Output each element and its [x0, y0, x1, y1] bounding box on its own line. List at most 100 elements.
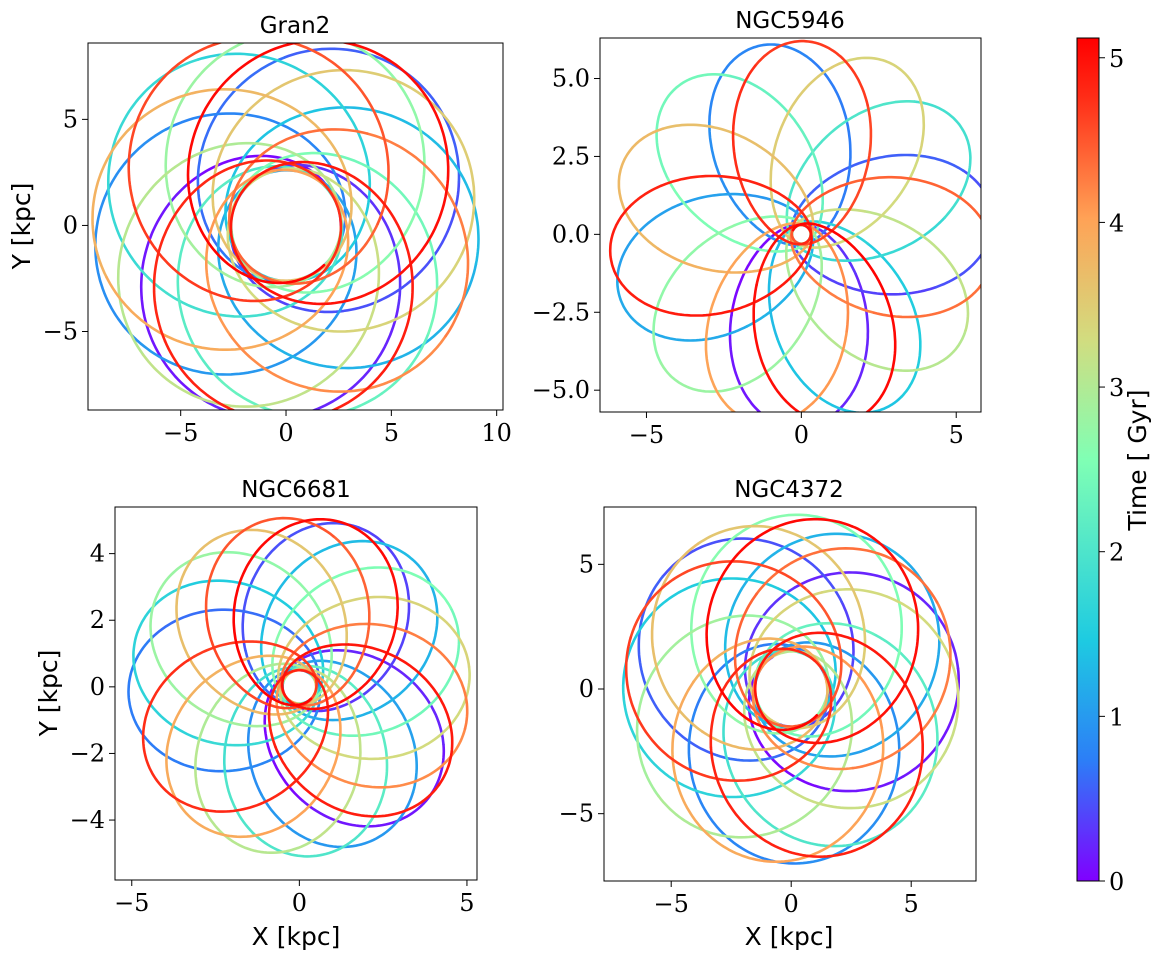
orbit-segment [241, 521, 360, 652]
orbit-segment [164, 43, 246, 227]
y-tick-label: 5.0 [552, 65, 590, 93]
orbit-segment [316, 665, 389, 827]
orbit-segment [203, 305, 400, 410]
orbit-segment [661, 537, 843, 604]
plot-area [127, 516, 471, 858]
y-axis-label: Y [kpc] [34, 650, 63, 738]
orbit-segment [657, 776, 840, 839]
y-tick-label: 5 [579, 550, 594, 578]
orbit-segment [655, 73, 730, 181]
orbit-segment [313, 557, 399, 711]
orbit-segment [863, 658, 924, 848]
y-tick-label: 2 [90, 606, 105, 634]
orbit-segment [661, 123, 809, 203]
orbit-segment [286, 180, 461, 314]
orbit-segment [163, 339, 377, 410]
orbit-segment [816, 667, 960, 793]
orbit-segment [692, 637, 828, 684]
orbit-segment [755, 547, 939, 604]
orbit-segment [629, 560, 807, 639]
orbit-segment [838, 56, 926, 154]
orbit-segment [709, 746, 866, 858]
orbit-segment [799, 330, 848, 412]
orbit-segment [628, 174, 793, 208]
orbit-segment [298, 649, 445, 746]
x-tick-label: 0 [784, 890, 799, 918]
orbit-segment [91, 88, 215, 279]
colorbar-tick-label: 5 [1109, 45, 1124, 73]
orbit-segment [679, 241, 813, 317]
orbit-segment [753, 621, 875, 703]
orbit-segment [311, 673, 362, 842]
panel-ngc4372: NGC4372 −5 0 5 −5 0 5 X [kpc] [559, 477, 977, 951]
orbit-segment [751, 726, 885, 863]
orbit-segment [866, 242, 922, 399]
colorbar-tick-label: 1 [1109, 703, 1124, 731]
panel-title: Gran2 [260, 13, 331, 39]
axes-frame [114, 506, 478, 881]
orbit-segment [205, 168, 283, 337]
orbit-segment [223, 772, 369, 858]
orbit-segment [141, 659, 208, 812]
orbit-segment [752, 283, 802, 412]
orbit-segment [913, 100, 972, 219]
orbit-segment [728, 314, 762, 412]
y-tick-label: −5 [43, 318, 78, 346]
orbit-segment [186, 43, 356, 185]
tick-layer: −5 0 5 −5 0 5 [559, 506, 977, 918]
x-tick-label: 5 [904, 890, 919, 918]
orbit-segment [137, 264, 335, 318]
orbit-segment [820, 588, 960, 719]
orbit-segment [834, 272, 870, 412]
orbit-segment [731, 64, 770, 230]
orbit-segment [94, 128, 168, 345]
orbit-segment [132, 203, 316, 303]
orbit-segment [767, 200, 813, 246]
plot-area [91, 43, 480, 410]
orbit-segment [753, 631, 887, 692]
orbit-segment [116, 147, 213, 356]
orbit-segment [659, 340, 798, 393]
orbit-segment [127, 636, 224, 773]
orbit-segment [346, 43, 426, 197]
orbit-segment [132, 587, 199, 740]
x-tick-label: 5 [459, 889, 474, 917]
y-tick-label: −2 [70, 739, 105, 767]
orbit-segment [228, 333, 447, 393]
x-tick-label: 0 [794, 421, 809, 449]
orbit-segment [255, 683, 342, 837]
orbit-segment [624, 636, 750, 782]
orbit-segment [320, 534, 371, 704]
orbit-segment [347, 643, 454, 787]
y-tick-label: −2.5 [532, 298, 590, 326]
orbit-segment [656, 244, 808, 274]
y-tick-label: 0 [579, 675, 594, 703]
panel-gran2: Gran2 −5 0 5 10 −5 0 5 Y [kpc] [7, 13, 512, 447]
tick-layer: −5 0 5 −4 −2 0 2 4 [70, 506, 478, 917]
orbit-segment [152, 159, 263, 343]
orbit-segment [791, 222, 888, 300]
panel-ngc5946: NGC5946 −5 0 5 −5.0 −2.5 0.0 2.5 5.0 [532, 8, 982, 449]
orbit-segment [934, 169, 981, 289]
orbit-segment [845, 175, 981, 221]
orbit-segment [709, 647, 816, 749]
axes-frame [599, 37, 982, 413]
orbit-segment [690, 513, 808, 666]
orbit-segment [324, 106, 480, 266]
colorbar-tick-label: 2 [1109, 539, 1124, 567]
orbit-segment [704, 256, 740, 412]
orbit-segment [793, 587, 843, 728]
orbit-segment [139, 291, 350, 376]
orbit-segment [306, 595, 471, 669]
y-tick-label: 0 [63, 211, 78, 239]
y-tick-label: 4 [90, 540, 105, 568]
orbit-segment [196, 56, 286, 255]
colorbar-ticks: 0 1 2 3 4 5 [1099, 45, 1124, 896]
orbit-segment [204, 692, 330, 813]
orbit-segment [792, 243, 937, 296]
axes-frame [87, 42, 504, 411]
orbit-segment [218, 332, 430, 410]
colorbar: 0 1 2 3 4 5 Time [ Gyr] [1076, 37, 1152, 896]
colorbar-label: Time [ Gyr] [1123, 389, 1152, 531]
